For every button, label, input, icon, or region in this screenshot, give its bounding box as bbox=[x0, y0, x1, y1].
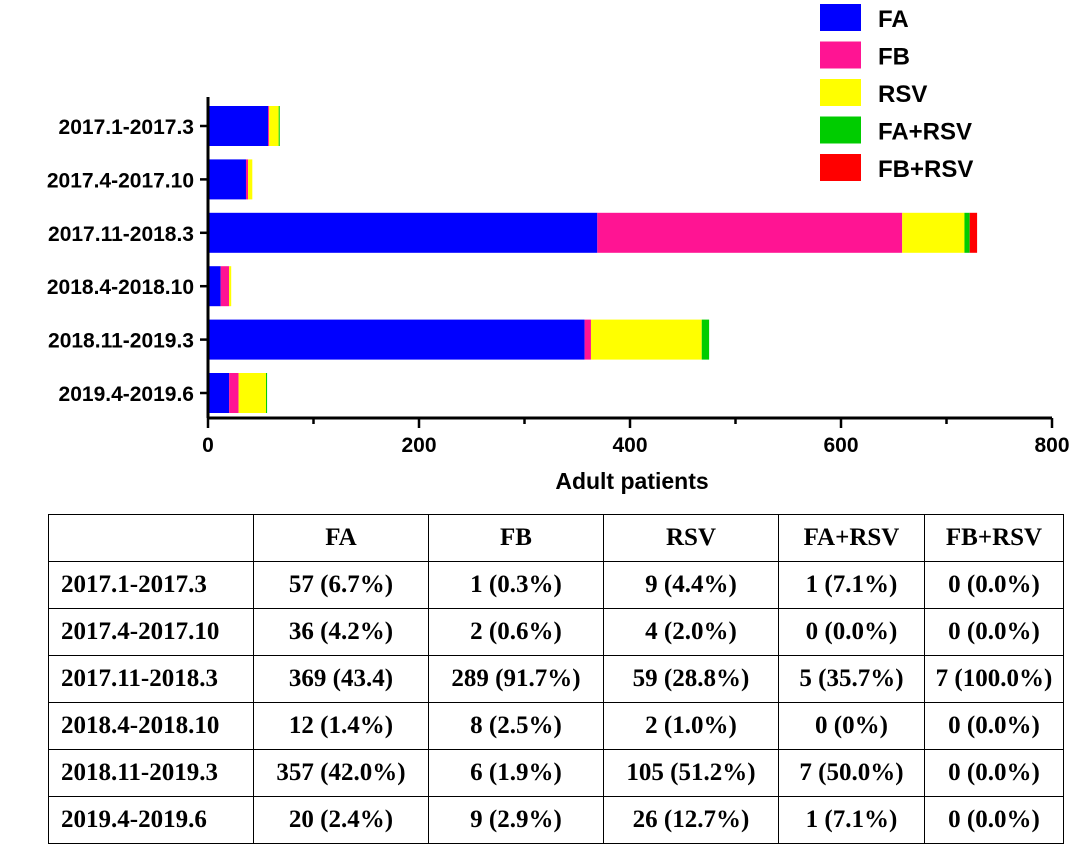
x-tick-label: 200 bbox=[401, 434, 436, 457]
table-header-fa: FA bbox=[253, 514, 429, 562]
bar-rsv-2 bbox=[248, 159, 253, 200]
chart-axes: 2017.1-2017.3 2017.4-2017.10 2017.11-2018.… bbox=[47, 97, 1070, 457]
table-cell: 0 (0.0%) bbox=[924, 796, 1064, 844]
chart-legend: FA FB RSV FA+RSV FB+RSV bbox=[820, 4, 973, 183]
table-cell: 2018.11-2019.3 bbox=[48, 749, 254, 797]
bar-fa-rsv-3 bbox=[964, 212, 970, 253]
table-cell: 105 (51.2%) bbox=[603, 749, 779, 797]
table-cell: 2017.1-2017.3 bbox=[48, 561, 254, 609]
table-cell: 2017.11-2018.3 bbox=[48, 655, 254, 703]
table-cell: 0 (0.0%) bbox=[924, 561, 1064, 609]
x-tick-label: 800 bbox=[1034, 434, 1069, 457]
legend-label-fb-rsv: FB+RSV bbox=[878, 156, 973, 183]
chart-bars bbox=[208, 106, 978, 413]
y-tick-label: 2018.4-2018.10 bbox=[47, 276, 194, 299]
data-table: FA FB RSV FA+RSV FB+RSV 2017.1-2017.3 57… bbox=[48, 514, 1064, 844]
table-cell: 0 (0.0%) bbox=[924, 749, 1064, 797]
table-cell: 2018.4-2018.10 bbox=[48, 702, 254, 750]
legend-swatch-fa bbox=[820, 4, 861, 31]
table-cell: 36 (4.2%) bbox=[253, 608, 429, 656]
table-cell: 7 (100.0%) bbox=[924, 655, 1064, 703]
bar-rsv-6 bbox=[238, 373, 267, 413]
x-tick-label: 400 bbox=[612, 434, 647, 457]
stacked-bar-chart: FA FB RSV FA+RSV FB+RSV 2017.1-2017.3 2017.4-… bbox=[47, 4, 1070, 494]
table-header-fa-rsv: FA+RSV bbox=[778, 514, 925, 562]
bar-fb-6 bbox=[229, 373, 239, 413]
bar-fa-rsv-1 bbox=[278, 106, 280, 146]
legend-swatch-fb-rsv bbox=[820, 154, 861, 181]
bar-fa-4 bbox=[208, 266, 221, 307]
table-header-fb-rsv: FB+RSV bbox=[924, 514, 1064, 562]
table-cell: 7 (50.0%) bbox=[778, 749, 925, 797]
table-cell: 0 (0.0%) bbox=[778, 608, 925, 656]
bar-fa-rsv-5 bbox=[701, 319, 710, 360]
table-row: 2019.4-2019.6 20 (2.4%) 9 (2.9%) 26 (12.… bbox=[48, 796, 1064, 844]
table-cell: 2017.4-2017.10 bbox=[48, 608, 254, 656]
table-header-rsv: RSV bbox=[603, 514, 779, 562]
y-tick-label: 2017.11-2018.3 bbox=[48, 223, 194, 246]
table-cell: 20 (2.4%) bbox=[253, 796, 429, 844]
table-row: 2018.4-2018.10 12 (1.4%) 8 (2.5%) 2 (1.0… bbox=[48, 702, 1064, 750]
table-cell: 12 (1.4%) bbox=[253, 702, 429, 750]
table-cell: 59 (28.8%) bbox=[603, 655, 779, 703]
bar-fb-2 bbox=[245, 159, 249, 200]
bar-fb-4 bbox=[220, 266, 230, 307]
bar-fa-3 bbox=[208, 212, 598, 253]
table-cell: 1 (7.1%) bbox=[778, 561, 925, 609]
legend-label-fb: FB bbox=[878, 44, 910, 71]
table-cell: 1 (7.1%) bbox=[778, 796, 925, 844]
table-cell: 2 (0.6%) bbox=[428, 608, 604, 656]
bar-fa-2 bbox=[208, 159, 246, 200]
legend-label-fa: FA bbox=[878, 6, 909, 33]
table-cell: 57 (6.7%) bbox=[253, 561, 429, 609]
table-cell: 357 (42.0%) bbox=[253, 749, 429, 797]
table-cell: 5 (35.7%) bbox=[778, 655, 925, 703]
x-tick-label: 600 bbox=[823, 434, 858, 457]
bar-rsv-5 bbox=[590, 319, 702, 360]
table-cell: 8 (2.5%) bbox=[428, 702, 604, 750]
bar-rsv-3 bbox=[902, 212, 965, 253]
bar-fb-rsv-3 bbox=[969, 212, 978, 253]
table-cell: 26 (12.7%) bbox=[603, 796, 779, 844]
bar-fa-rsv-6 bbox=[266, 373, 268, 413]
table-row: 2017.4-2017.10 36 (4.2%) 2 (0.6%) 4 (2.0… bbox=[48, 608, 1064, 656]
table-cell: 369 (43.4) bbox=[253, 655, 429, 703]
bar-rsv-4 bbox=[229, 266, 232, 307]
table-cell: 9 (2.9%) bbox=[428, 796, 604, 844]
table-row: 2017.1-2017.3 57 (6.7%) 1 (0.3%) 9 (4.4%… bbox=[48, 561, 1064, 609]
table-cell: 289 (91.7%) bbox=[428, 655, 604, 703]
table-header-row: FA FB RSV FA+RSV FB+RSV bbox=[48, 514, 1064, 562]
y-tick-label: 2018.11-2019.3 bbox=[48, 330, 194, 353]
y-tick-label: 2017.4-2017.10 bbox=[47, 169, 194, 192]
table-row: 2018.11-2019.3 357 (42.0%) 6 (1.9%) 105 … bbox=[48, 749, 1064, 797]
bar-fa-1 bbox=[208, 106, 269, 146]
table-header-corner bbox=[48, 514, 254, 562]
x-tick-label: 0 bbox=[202, 434, 214, 457]
legend-swatch-fa-rsv bbox=[820, 116, 861, 144]
table-cell: 4 (2.0%) bbox=[603, 608, 779, 656]
table-cell: 2 (1.0%) bbox=[603, 702, 779, 750]
x-axis-label: Adult patients bbox=[555, 468, 708, 494]
table-cell: 0 (0%) bbox=[778, 702, 925, 750]
table-cell: 2019.4-2019.6 bbox=[48, 796, 254, 844]
table-cell: 0 (0.0%) bbox=[924, 702, 1064, 750]
bar-fb-3 bbox=[597, 212, 903, 253]
table-cell: 9 (4.4%) bbox=[603, 561, 779, 609]
legend-swatch-fb bbox=[820, 41, 861, 69]
bar-fb-1 bbox=[268, 106, 270, 146]
y-tick-label: 2019.4-2019.6 bbox=[59, 383, 194, 406]
table-cell: 6 (1.9%) bbox=[428, 749, 604, 797]
bar-fa-6 bbox=[208, 373, 230, 413]
bar-fb-5 bbox=[584, 319, 591, 360]
bar-rsv-1 bbox=[269, 106, 279, 146]
table-cell: 0 (0.0%) bbox=[924, 608, 1064, 656]
legend-label-fa-rsv: FA+RSV bbox=[878, 119, 972, 146]
table-header-fb: FB bbox=[428, 514, 604, 562]
table-row: 2017.11-2018.3 369 (43.4) 289 (91.7%) 59… bbox=[48, 655, 1064, 703]
y-tick-label: 2017.1-2017.3 bbox=[59, 116, 194, 139]
legend-label-rsv: RSV bbox=[878, 81, 927, 108]
legend-swatch-rsv bbox=[820, 79, 861, 106]
bar-fa-5 bbox=[208, 319, 585, 360]
table-cell: 1 (0.3%) bbox=[428, 561, 604, 609]
